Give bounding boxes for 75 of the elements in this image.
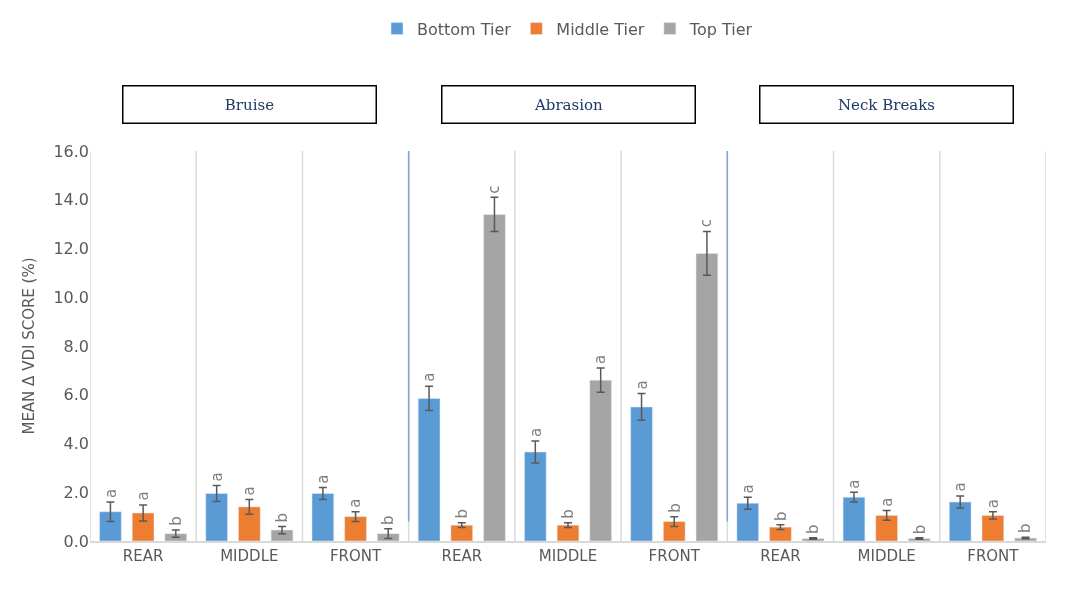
bar [769,526,792,541]
bar [417,398,441,541]
data-label: a [420,372,439,382]
x-tick-label: REAR [122,546,164,565]
y-tick-label: 6.0 [63,385,89,405]
data-label: a [739,484,758,494]
bar [483,214,506,541]
x-tick-label: MIDDLE [538,546,598,565]
text: Neck Breaks [837,95,936,114]
bar [99,511,122,541]
data-label: a [101,488,120,498]
bar [949,501,972,541]
bar [164,533,187,541]
bar [630,406,653,541]
y-tick-label: 12.0 [53,239,89,259]
data-label: a [313,474,332,484]
data-label: a [877,497,896,507]
bar [238,506,261,541]
y-tick-label: 4.0 [63,434,89,454]
legend-label: Top Tier [688,19,753,39]
data-label: a [845,479,864,489]
bar [131,512,155,541]
bar [524,451,547,541]
bar [450,524,473,541]
bar [981,515,1005,541]
x-tick-label: MIDDLE [857,546,916,565]
data-label: c [697,219,716,228]
y-tick-label: 16.0 [53,141,89,161]
bar [344,516,367,541]
data-label: a [240,486,259,496]
data-label: a [133,491,152,501]
legend-label: Middle Tier [556,19,645,39]
x-tick-label: FRONT [967,546,1020,565]
text: Bruise [224,95,275,114]
data-label: b [665,503,684,513]
bar [556,524,580,541]
bar [842,496,866,541]
bar [311,493,335,541]
data-label: a [346,498,365,508]
bar [270,529,294,541]
legend-label: Bottom Tier [417,19,512,39]
data-label: a [526,427,545,437]
data-label: b [1016,523,1035,533]
x-tick-label: MIDDLE [220,546,279,565]
data-label: a [632,380,651,390]
bar [736,502,759,541]
data-label: b [910,524,929,535]
data-label: c [485,185,504,194]
bar [663,521,686,541]
x-tick-label: REAR [441,546,483,565]
data-label: a [207,472,226,482]
data-label: b [559,509,578,519]
y-tick-label: 0.0 [63,531,89,551]
bar [875,515,898,541]
y-tick-label: 2.0 [63,482,89,502]
data-label: b [272,512,291,523]
data-label: b [379,515,398,526]
data-label: b [771,511,790,522]
x-tick-label: FRONT [329,546,383,565]
bar [589,379,612,541]
data-label: b [804,524,823,534]
data-label: a [591,354,610,365]
y-tick-label: 10.0 [53,287,89,307]
y-axis-title: MEAN Δ VDI SCORE (%) [19,257,38,435]
bar [205,493,228,541]
data-label: b [166,516,185,526]
bar [695,253,719,541]
data-label: a [950,482,969,492]
text: Abrasion [533,95,604,114]
data-label: b [453,508,472,519]
data-label: a [983,498,1002,509]
x-tick-label: REAR [760,546,801,565]
y-tick-label: 14.0 [53,190,89,210]
x-tick-label: FRONT [648,546,701,565]
y-tick-label: 8.0 [63,336,89,356]
